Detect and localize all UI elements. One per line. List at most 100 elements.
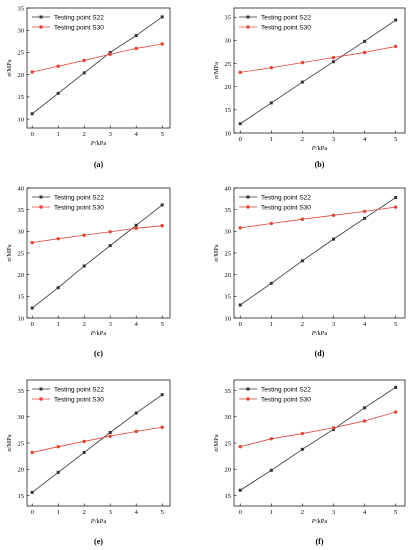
y-tick-label: 25 (18, 50, 25, 57)
series-line-s30 (240, 411, 396, 448)
y-axis-variable: σ (213, 75, 220, 79)
x-tick-label: 1 (270, 321, 273, 328)
y-tick-label: 30 (225, 38, 232, 45)
x-axis-unit: /kPa (95, 330, 107, 337)
y-axis-unit: /MPa (213, 62, 220, 76)
chart-panel-a: 0 1 2 3 4 5 10 15 20 25 30 35 P/kPa σ/MPa Testing poin… (6, 5, 171, 169)
y-tick-label: 30 (225, 229, 232, 236)
data-point-s22 (394, 196, 398, 200)
x-tick-label: 4 (135, 509, 139, 516)
x-tick-label: 1 (57, 509, 60, 516)
data-point-s22 (30, 112, 34, 116)
y-tick-label: 20 (18, 272, 25, 279)
data-point-s30 (269, 221, 274, 226)
data-point-s30 (30, 70, 34, 74)
data-point-s22 (82, 450, 86, 454)
data-point-s22 (108, 431, 112, 434)
y-tick-label: 40 (18, 185, 25, 192)
data-point-s22 (269, 281, 273, 285)
legend-marker (39, 195, 43, 199)
y-axis-unit: /MPa (6, 434, 13, 448)
data-point-s30 (300, 60, 305, 65)
data-point-s22 (238, 488, 242, 492)
data-point-s22 (300, 447, 304, 451)
y-axis-unit: /MPa (6, 59, 13, 73)
data-point-s30 (108, 52, 112, 56)
data-point-s30 (362, 419, 367, 423)
data-point-s22 (331, 60, 335, 64)
panel-caption: (d) (315, 349, 325, 358)
plot-frame (233, 379, 406, 507)
y-tick-label: 25 (18, 440, 25, 447)
data-point-s22 (134, 34, 138, 38)
data-point-s22 (108, 244, 112, 248)
data-point-s22 (300, 259, 304, 263)
data-point-s22 (363, 216, 367, 220)
data-point-s22 (331, 237, 335, 241)
y-tick-label: 25 (225, 61, 232, 68)
y-tick-label: 20 (18, 72, 25, 79)
x-tick-label: 2 (301, 136, 304, 143)
legend-label: Testing point S22 (261, 386, 311, 393)
plot-frame (233, 187, 406, 319)
x-axis-label: P/kPa (311, 518, 328, 525)
series-line-s30 (32, 426, 163, 453)
y-tick-label: 15 (18, 493, 25, 500)
legend-marker (246, 15, 250, 19)
data-point-s30 (393, 410, 398, 414)
series-line-s22 (31, 394, 163, 493)
data-point-s30 (82, 233, 86, 237)
y-tick-label: 25 (18, 250, 25, 257)
data-point-s22 (82, 71, 86, 75)
y-tick-label: 30 (18, 229, 25, 236)
x-axis-variable: P (311, 145, 316, 152)
y-axis-label: σ/MPa (6, 244, 13, 261)
legend-marker (39, 205, 43, 209)
legend-label: Testing point S22 (54, 386, 104, 393)
x-tick-label: 4 (135, 131, 139, 138)
legend-label: Testing point S30 (54, 204, 104, 211)
data-point-s30 (300, 217, 305, 221)
y-axis-label: σ/MPa (213, 434, 220, 451)
x-axis-unit: /kPa (316, 330, 328, 337)
x-axis-label: P/kPa (90, 330, 107, 337)
data-point-s22 (394, 385, 398, 389)
x-tick-label: 3 (332, 136, 335, 143)
data-point-s30 (56, 64, 60, 68)
x-tick-label: 0 (31, 321, 34, 328)
x-axis-variable: P (90, 140, 95, 147)
x-axis-unit: /kPa (316, 518, 328, 525)
y-axis-variable: σ (6, 258, 13, 262)
x-tick-label: 4 (363, 136, 367, 143)
x-tick-label: 0 (31, 131, 34, 138)
data-point-s30 (56, 444, 60, 449)
y-axis-unit: /MPa (6, 244, 13, 258)
y-axis-label: σ/MPa (213, 244, 220, 261)
y-tick-label: 35 (18, 388, 25, 395)
data-point-s30 (269, 66, 274, 70)
data-point-s30 (393, 44, 398, 49)
x-tick-label: 0 (239, 509, 242, 516)
data-point-s22 (238, 303, 242, 307)
data-point-s30 (269, 437, 274, 441)
plot-frame (26, 7, 171, 129)
series-line-s22 (240, 387, 396, 491)
data-point-s30 (393, 205, 398, 209)
data-point-s22 (56, 470, 60, 474)
legend-marker (246, 205, 250, 209)
data-point-s30 (238, 444, 242, 449)
y-tick-label: 20 (18, 467, 25, 474)
data-point-s30 (82, 58, 86, 63)
legend-label: Testing point S30 (54, 396, 104, 403)
y-axis-variable: σ (6, 448, 13, 452)
x-axis-label: P/kPa (90, 140, 107, 147)
x-axis-unit: /kPa (95, 518, 107, 525)
legend-marker (39, 387, 43, 391)
x-tick-label: 2 (301, 509, 304, 516)
x-tick-label: 3 (109, 321, 112, 328)
y-tick-label: 20 (225, 272, 232, 279)
data-point-s22 (134, 223, 138, 227)
x-tick-label: 0 (31, 509, 34, 516)
y-tick-label: 35 (225, 207, 232, 214)
y-axis-variable: σ (6, 73, 13, 77)
